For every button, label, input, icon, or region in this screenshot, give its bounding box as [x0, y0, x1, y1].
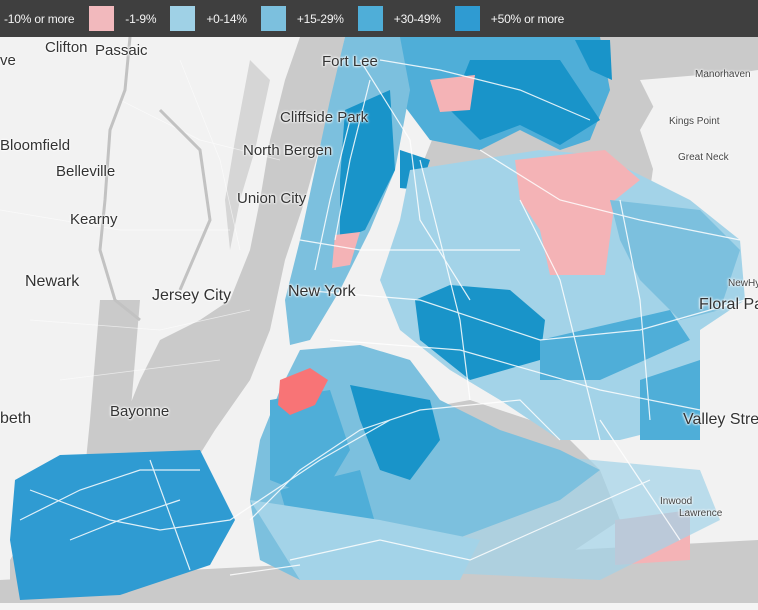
place-label-kearny: Kearny	[70, 211, 118, 228]
place-label-union-city: Union City	[237, 190, 307, 207]
legend-swatch	[357, 6, 383, 31]
legend-swatch	[89, 6, 115, 31]
place-label-north-bergen: North Bergen	[243, 142, 333, 159]
legend-swatch	[260, 6, 286, 31]
place-label-fort-lee: Fort Lee	[322, 53, 378, 70]
place-label-ve: ve	[0, 52, 16, 69]
place-label-passaic: Passaic	[95, 42, 148, 59]
legend-label: +0-14%	[206, 11, 247, 26]
place-label-belleville: Belleville	[56, 163, 116, 180]
legend-bar: -10% or more -1-9% +0-14% +15-29% +30-49…	[0, 0, 758, 37]
legend-swatch	[170, 6, 196, 31]
place-label-newark: Newark	[25, 273, 80, 290]
place-label-jersey-city: Jersey City	[152, 287, 232, 304]
legend-label: +50% or more	[490, 11, 565, 26]
place-label-new-hyde-park: NewHy	[728, 278, 758, 289]
place-label-bayonne: Bayonne	[110, 403, 170, 420]
place-label-new-york: New York	[288, 283, 356, 300]
map-bottom-strip	[0, 603, 758, 610]
legend-item-growth-0-14: +0-14%	[170, 6, 261, 31]
legend-label: -1-9%	[125, 11, 157, 26]
place-label-elizabeth: beth	[0, 410, 32, 427]
legend-label: -10% or more	[4, 11, 75, 26]
legend-item-decline-10-plus: -10% or more	[4, 12, 89, 26]
place-label-bloomfield: Bloomfield	[0, 137, 71, 154]
legend-label: +30-49%	[393, 11, 441, 26]
place-label-great-neck: Great Neck	[678, 152, 729, 163]
choropleth-map[interactable]	[0, 37, 758, 603]
place-label-cliffside-park: Cliffside Park	[280, 109, 369, 126]
place-label-floral-park: Floral Pa	[699, 296, 758, 313]
place-label-manorhaven: Manorhaven	[695, 69, 751, 80]
place-label-lawrence: Lawrence	[679, 508, 723, 519]
place-label-valley-stream: Valley Strea	[683, 411, 758, 428]
place-label-kings-point: Kings Point	[669, 116, 720, 127]
legend-item-growth-30-49: +30-49%	[357, 6, 455, 31]
legend-item-growth-50-plus: +50% or more	[454, 6, 578, 31]
map-canvas[interactable]	[0, 37, 758, 603]
place-label-clifton: Clifton	[45, 39, 88, 56]
legend-item-decline-1-9: -1-9%	[89, 6, 170, 31]
legend-item-growth-15-29: +15-29%	[260, 6, 358, 31]
legend-label: +15-29%	[296, 11, 344, 26]
legend-swatch	[454, 6, 480, 31]
place-label-inwood: Inwood	[660, 496, 693, 507]
